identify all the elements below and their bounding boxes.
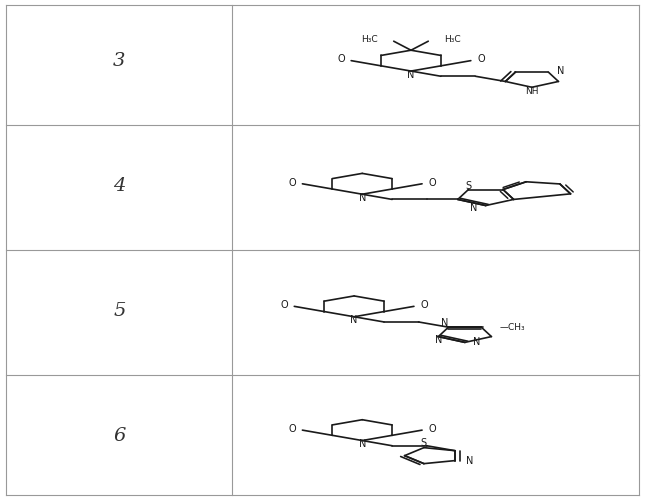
Text: 5: 5: [113, 302, 126, 320]
Text: N: N: [466, 456, 473, 466]
Text: O: O: [337, 54, 345, 64]
Text: S: S: [421, 438, 427, 448]
Text: N: N: [470, 203, 477, 213]
Text: O: O: [288, 178, 296, 188]
Text: 4: 4: [113, 178, 126, 195]
Text: O: O: [428, 178, 436, 188]
Text: H₃C: H₃C: [361, 36, 377, 44]
Text: H₃C: H₃C: [444, 36, 461, 44]
Text: N: N: [359, 439, 366, 449]
Text: S: S: [466, 181, 471, 191]
Text: 6: 6: [113, 427, 126, 445]
Text: N: N: [473, 338, 481, 347]
Text: N: N: [359, 193, 366, 203]
Text: N: N: [557, 66, 564, 76]
Text: N: N: [407, 70, 415, 80]
Text: O: O: [421, 300, 428, 310]
Text: 3: 3: [113, 52, 126, 70]
Text: O: O: [288, 424, 296, 434]
Text: N: N: [350, 316, 358, 326]
Text: —CH₃: —CH₃: [499, 322, 525, 332]
Text: N: N: [435, 336, 442, 345]
Text: O: O: [428, 424, 436, 434]
Text: O: O: [281, 300, 288, 310]
Text: O: O: [477, 54, 485, 64]
Text: NH: NH: [525, 87, 539, 96]
Text: N: N: [441, 318, 448, 328]
